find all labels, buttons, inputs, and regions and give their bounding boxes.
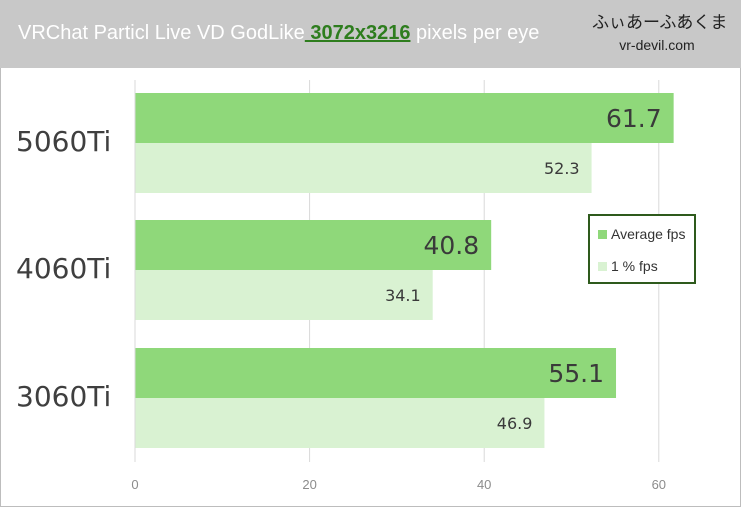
data-label-5060Ti-average: 61.7	[606, 104, 662, 133]
x-tick-label-60: 60	[652, 477, 666, 492]
x-tick-label-40: 40	[477, 477, 491, 492]
bar-5060Ti-average	[135, 93, 674, 143]
bar-4060Ti-low	[135, 270, 433, 320]
category-label-4060Ti: 4060Ti	[16, 252, 111, 285]
brand-block: ふぃあーふ́あくま vr-devil.com	[592, 8, 728, 53]
bar-4060Ti-average	[135, 220, 492, 270]
brand-logo: ふぃあーふ́あくま	[592, 13, 728, 33]
category-label-5060Ti: 5060Ti	[16, 125, 111, 158]
bar-3060Ti-low	[135, 398, 545, 448]
legend-item-low: 1 % fps	[598, 258, 658, 274]
title-prefix: VRChat Particl Live VD GodLike	[18, 22, 305, 44]
data-label-4060Ti-low: 34.1	[385, 286, 421, 305]
legend-label-low: 1 % fps	[611, 258, 658, 274]
category-label-3060Ti: 3060Ti	[16, 380, 111, 413]
data-label-3060Ti-low: 46.9	[497, 414, 533, 433]
data-label-5060Ti-low: 52.3	[544, 159, 580, 178]
x-tick-label-20: 20	[302, 477, 316, 492]
chart-title: VRChat Particl Live VD GodLike 3072x3216…	[18, 22, 539, 45]
legend-label-average: Average fps	[611, 226, 686, 242]
x-tick-label-0: 0	[131, 477, 138, 492]
legend-swatch-average	[598, 230, 607, 239]
legend-item-average: Average fps	[598, 226, 685, 242]
legend-swatch-low	[598, 262, 607, 271]
title-suffix: pixels per eye	[410, 22, 540, 44]
data-label-4060Ti-average: 40.8	[424, 231, 480, 260]
bar-5060Ti-low	[135, 143, 592, 193]
legend: Average fps 1 % fps	[588, 214, 696, 284]
brand-site: vr-devil.com	[619, 37, 695, 53]
data-label-3060Ti-average: 55.1	[548, 359, 604, 388]
title-resolution: 3072x3216	[304, 22, 411, 44]
chart-header: VRChat Particl Live VD GodLike 3072x3216…	[0, 0, 741, 68]
bar-3060Ti-average	[135, 348, 617, 398]
